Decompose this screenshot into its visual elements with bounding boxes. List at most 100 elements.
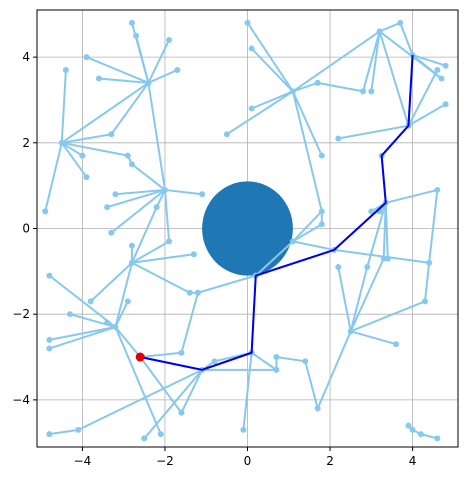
- edge: [291, 91, 323, 212]
- node: [335, 135, 342, 142]
- edge: [349, 266, 369, 332]
- node: [318, 208, 325, 215]
- node: [46, 345, 53, 352]
- edge: [44, 142, 63, 212]
- node: [124, 152, 131, 159]
- edge: [147, 82, 166, 191]
- node: [442, 101, 449, 108]
- edge: [399, 22, 414, 56]
- edge: [379, 21, 401, 33]
- edge: [366, 202, 387, 268]
- edge: [292, 210, 323, 243]
- edge: [49, 326, 116, 341]
- edge: [317, 81, 364, 93]
- start: [135, 352, 145, 362]
- node: [405, 422, 412, 429]
- edge: [423, 262, 431, 302]
- edge: [131, 261, 191, 294]
- edge: [407, 103, 447, 127]
- edge: [407, 69, 439, 127]
- y-tick-label: 0: [22, 222, 30, 236]
- node: [58, 139, 65, 146]
- edge: [140, 351, 182, 359]
- node: [240, 426, 247, 433]
- node: [133, 32, 140, 39]
- node: [75, 426, 82, 433]
- node: [157, 431, 164, 438]
- node: [128, 19, 135, 26]
- node: [397, 19, 404, 26]
- node: [174, 66, 181, 73]
- edge: [163, 189, 171, 242]
- edge: [180, 292, 199, 354]
- edge: [110, 189, 166, 234]
- y-tick-label: −4: [12, 393, 30, 407]
- edge: [131, 206, 158, 264]
- edge: [412, 54, 446, 67]
- node: [421, 298, 428, 305]
- node: [368, 208, 375, 215]
- node: [128, 161, 135, 168]
- edge: [155, 189, 166, 208]
- node: [442, 62, 449, 69]
- edge: [61, 141, 83, 157]
- node: [318, 152, 325, 159]
- edge: [180, 369, 203, 414]
- edge: [378, 31, 410, 126]
- edge: [384, 202, 389, 259]
- node: [360, 88, 367, 95]
- node: [409, 426, 416, 433]
- edge: [114, 326, 141, 358]
- node: [380, 255, 387, 262]
- edge: [350, 330, 397, 346]
- node: [104, 204, 111, 211]
- node: [153, 204, 160, 211]
- edge: [246, 22, 294, 92]
- edge: [131, 253, 194, 264]
- edge: [255, 240, 294, 277]
- edge: [250, 47, 294, 93]
- node: [364, 264, 371, 271]
- node: [417, 431, 424, 438]
- edge: [98, 77, 149, 84]
- node: [124, 298, 131, 305]
- edge: [147, 39, 170, 84]
- obstacle: [202, 181, 293, 276]
- node: [128, 259, 135, 266]
- node: [42, 208, 49, 215]
- node: [46, 336, 53, 343]
- edge: [276, 356, 306, 363]
- node: [273, 366, 280, 373]
- node: [438, 75, 445, 82]
- node: [347, 328, 354, 335]
- node: [128, 242, 135, 249]
- node: [244, 19, 251, 26]
- node: [302, 358, 309, 365]
- node: [211, 358, 218, 365]
- node: [83, 174, 90, 181]
- edge: [226, 90, 294, 136]
- node: [289, 238, 296, 245]
- x-tick-label: −2: [156, 454, 174, 468]
- node: [426, 259, 433, 266]
- node: [384, 255, 391, 262]
- node: [289, 88, 296, 95]
- node: [104, 319, 111, 326]
- edge: [292, 223, 323, 243]
- edge: [291, 90, 323, 157]
- edge: [251, 351, 277, 371]
- node: [186, 289, 193, 296]
- edge: [304, 361, 319, 409]
- node: [161, 186, 168, 193]
- node: [368, 88, 375, 95]
- node: [199, 191, 206, 198]
- edge: [385, 188, 438, 204]
- edge: [139, 356, 183, 414]
- edge: [49, 428, 79, 436]
- edge: [350, 300, 426, 333]
- node: [166, 36, 173, 43]
- edge: [106, 188, 166, 209]
- edge: [362, 31, 381, 92]
- node: [141, 435, 148, 442]
